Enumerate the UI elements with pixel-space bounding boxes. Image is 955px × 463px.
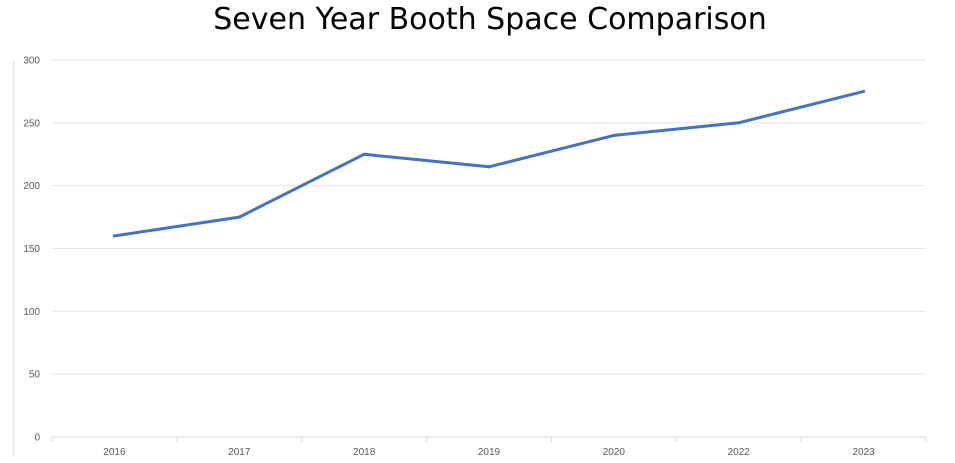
- data-point: [237, 215, 241, 219]
- series-layer: [112, 89, 866, 238]
- x-axis-tick-labels: 2016 2017 2018 2019 2020 2022 2023: [103, 447, 875, 458]
- y-tick-label: 100: [23, 307, 40, 318]
- data-point: [737, 121, 741, 125]
- y-tick-label: 300: [23, 56, 40, 67]
- data-point: [112, 234, 116, 238]
- chart-title: Seven Year Booth Space Comparison: [213, 2, 767, 37]
- data-point: [612, 133, 616, 137]
- x-tick-label: 2016: [103, 447, 126, 458]
- y-axis-tick-labels: 0 50 100 150 200 250 300: [23, 56, 40, 444]
- y-tick-label: 250: [23, 118, 40, 129]
- x-tick-label: 2020: [603, 447, 626, 458]
- x-tick-label: 2023: [852, 447, 875, 458]
- data-point: [362, 152, 366, 156]
- y-tick-label: 50: [29, 370, 41, 381]
- y-tick-label: 0: [34, 433, 40, 444]
- x-tick-label: 2018: [353, 447, 376, 458]
- data-point: [862, 89, 866, 93]
- y-tick-label: 150: [23, 244, 40, 255]
- x-tick-label: 2017: [228, 447, 251, 458]
- y-tick-label: 200: [23, 181, 40, 192]
- data-point: [487, 165, 491, 169]
- series-line: [112, 89, 866, 238]
- x-tick-label: 2019: [478, 447, 501, 458]
- x-tick-label: 2022: [728, 447, 751, 458]
- gridlines: [52, 59, 926, 375]
- axes: [13, 60, 927, 457]
